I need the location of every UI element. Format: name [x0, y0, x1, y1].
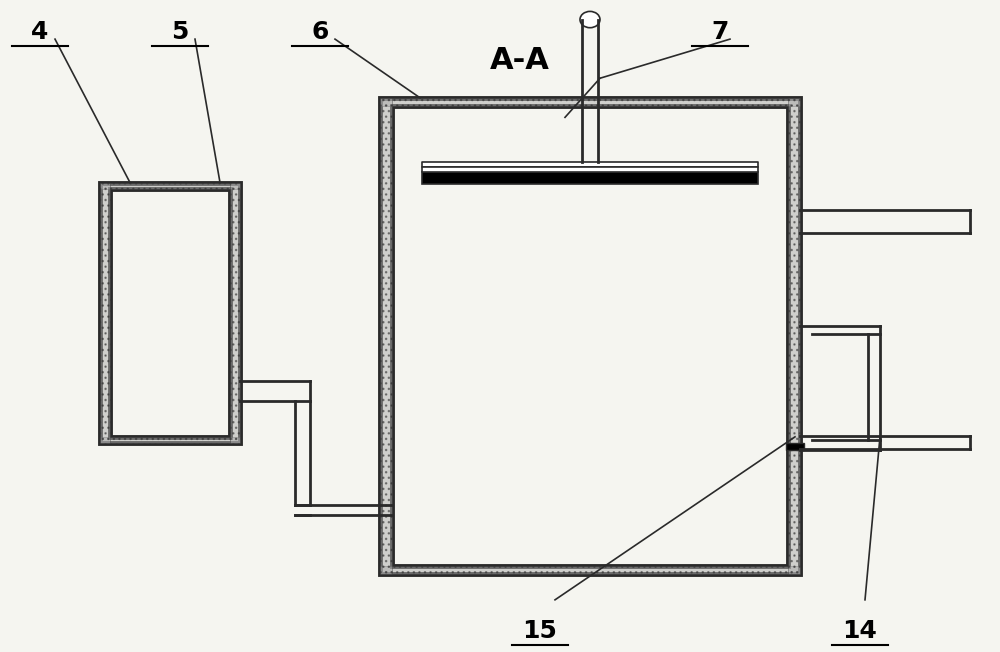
Text: 5: 5	[171, 20, 189, 44]
Text: 15: 15	[523, 619, 557, 644]
Polygon shape	[786, 443, 804, 450]
Polygon shape	[100, 183, 110, 443]
Polygon shape	[380, 566, 800, 574]
Polygon shape	[100, 183, 240, 189]
Polygon shape	[380, 98, 392, 574]
Polygon shape	[422, 172, 758, 184]
Text: 6: 6	[311, 20, 329, 44]
Text: 4: 4	[31, 20, 49, 44]
Text: 7: 7	[711, 20, 729, 44]
Text: A-A: A-A	[490, 46, 550, 74]
Polygon shape	[380, 98, 800, 106]
Polygon shape	[788, 98, 800, 574]
Ellipse shape	[580, 12, 600, 27]
Polygon shape	[100, 437, 240, 443]
Polygon shape	[230, 183, 240, 443]
Text: 14: 14	[843, 619, 877, 644]
